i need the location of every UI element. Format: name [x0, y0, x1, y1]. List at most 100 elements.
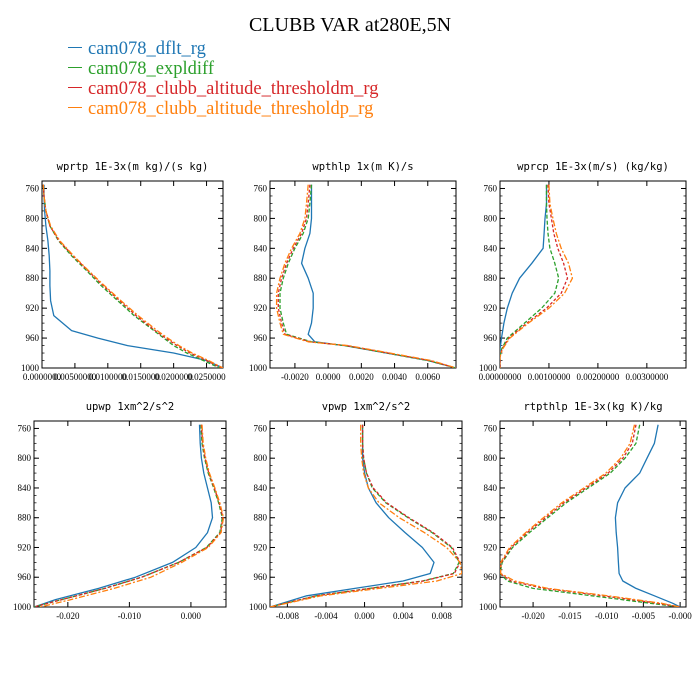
legend-swatch: [68, 47, 82, 49]
series-line: [500, 424, 681, 607]
y-tick-label: 960: [26, 333, 40, 343]
y-tick-label: 1000: [13, 602, 32, 612]
series-line: [270, 424, 460, 607]
y-tick-label: 960: [484, 333, 498, 343]
y-tick-label: 760: [484, 183, 498, 193]
series-line: [300, 184, 456, 368]
x-tick-label: -0.020: [56, 611, 80, 621]
x-tick-label: -0.015: [558, 611, 582, 621]
y-tick-label: 920: [254, 303, 268, 313]
plot-panel: vpwp 1xm^2/s^2 760 800 840 880 920 960 1000 -0.0…: [249, 401, 463, 621]
y-tick-label: 920: [484, 303, 498, 313]
y-tick-label: 760: [26, 183, 40, 193]
y-tick-label: 960: [484, 572, 498, 582]
y-tick-label: 880: [254, 513, 268, 523]
y-tick-label: 1000: [479, 602, 498, 612]
series-line: [42, 184, 222, 368]
plot-panel: rtpthlp 1E-3x(kg K)/kg 760 800 840 880 920 960…: [479, 401, 692, 621]
y-tick-label: 800: [254, 453, 268, 463]
legend-label: cam078_clubb_altitude_thresholdm_rg: [88, 79, 379, 99]
legend-item: cam078_dflt_rg: [68, 39, 378, 59]
y-tick-label: 800: [26, 213, 40, 223]
y-tick-label: 800: [484, 453, 498, 463]
plot-frame: [41, 180, 224, 369]
series-line: [270, 424, 462, 607]
x-tick-label: -0.010: [118, 611, 142, 621]
legend-swatch: [68, 107, 82, 109]
series-line: [279, 184, 456, 368]
y-tick-label: 1000: [249, 363, 268, 373]
x-tick-label: 0.000: [181, 611, 202, 621]
legend-label: cam078_clubb_altitude_thresholdp_rg: [88, 99, 374, 119]
series-line: [275, 184, 456, 368]
y-tick-label: 760: [18, 423, 32, 433]
plot-title: upwp 1xm^2/s^2: [86, 401, 175, 413]
y-tick-label: 840: [18, 483, 32, 493]
legend-swatch: [68, 87, 82, 89]
x-tick-label: 0.00100000: [528, 372, 571, 382]
x-tick-label: 0.0020: [349, 372, 374, 382]
legend-swatch: [68, 67, 82, 69]
plot-title: rtpthlp 1E-3x(kg K)/kg: [523, 401, 662, 413]
plot-frame: [499, 180, 687, 369]
y-tick-label: 880: [484, 273, 498, 283]
series-line: [42, 184, 220, 368]
x-tick-label: 0.008: [432, 611, 453, 621]
figure-title: CLUBB VAR at280E,5N: [248, 14, 452, 36]
plot-frame: [269, 420, 463, 608]
x-tick-label: 0.0150000: [122, 372, 161, 382]
y-tick-label: 1000: [249, 602, 268, 612]
y-tick-label: 840: [254, 243, 268, 253]
legend-label: cam078_expldiff: [88, 59, 215, 79]
series-line: [270, 424, 435, 607]
y-tick-label: 760: [254, 183, 268, 193]
x-tick-label: 0.00300000: [625, 372, 668, 382]
series-line: [500, 184, 569, 368]
x-tick-label: 0.0060: [415, 372, 440, 382]
legend-item: cam078_clubb_altitude_thresholdm_rg: [68, 79, 378, 99]
plot-title: wpthlp 1x(m K)/s: [312, 161, 413, 173]
y-tick-label: 840: [26, 243, 40, 253]
y-tick-label: 960: [254, 333, 268, 343]
x-tick-label: 0.00000000: [479, 372, 522, 382]
x-tick-label: 0.0100000: [89, 372, 128, 382]
series-line: [614, 424, 681, 607]
y-tick-label: 920: [254, 542, 268, 552]
y-tick-label: 960: [18, 572, 32, 582]
x-tick-label: -0.005: [632, 611, 656, 621]
y-tick-label: 920: [26, 303, 40, 313]
x-tick-label: 0.0040: [382, 372, 407, 382]
y-tick-label: 760: [254, 423, 268, 433]
plot-panel: upwp 1xm^2/s^2 760 800 840 880 920 960 1000 -0.0…: [13, 401, 227, 621]
plot-frame: [269, 180, 457, 369]
plot-panel: wpthlp 1x(m K)/s 760 800 840 880 920 960 1000 -0…: [249, 161, 457, 382]
series-line: [34, 424, 214, 607]
plot-frame: [499, 420, 687, 608]
series-line: [500, 184, 574, 368]
y-tick-label: 880: [26, 273, 40, 283]
plot-title: vpwp 1xm^2/s^2: [322, 401, 411, 413]
x-tick-label: -0.020: [521, 611, 545, 621]
x-tick-label: 0.000: [354, 611, 375, 621]
plot-frame: [33, 420, 227, 608]
y-tick-label: 920: [484, 542, 498, 552]
y-tick-label: 760: [484, 423, 498, 433]
plot-panel: wprtp 1E-3x(m kg)/(s kg) 760 800 840 880 920 9…: [21, 161, 226, 382]
series-line: [43, 184, 223, 368]
y-tick-label: 840: [484, 243, 498, 253]
plot-panel: wprcp 1E-3x(m/s) (kg/kg) 760 800 840 880 920 9…: [479, 161, 687, 382]
x-tick-label: 0.0250000: [187, 372, 226, 382]
legend: cam078_dflt_rg cam078_expldiff cam078_club…: [68, 39, 378, 119]
y-tick-label: 880: [18, 513, 32, 523]
x-tick-label: 0.00500000: [54, 372, 97, 382]
plot-title: wprtp 1E-3x(m kg)/(s kg): [57, 161, 209, 173]
legend-label: cam078_dflt_rg: [88, 39, 206, 59]
x-tick-label: -0.008: [276, 611, 300, 621]
series-line: [500, 184, 548, 368]
x-tick-label: 0.0200000: [155, 372, 194, 382]
plot-title: wprcp 1E-3x(m/s) (kg/kg): [517, 161, 669, 173]
y-tick-label: 840: [484, 483, 498, 493]
y-tick-label: 800: [18, 453, 32, 463]
y-tick-label: 960: [254, 572, 268, 582]
